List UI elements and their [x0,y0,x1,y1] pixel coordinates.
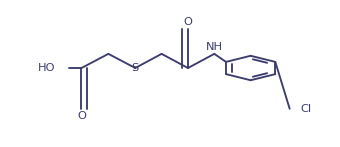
Text: O: O [184,17,192,27]
Text: O: O [77,111,86,121]
Text: Cl: Cl [300,104,311,114]
Text: NH: NH [206,42,223,52]
Text: S: S [132,63,139,73]
Text: HO: HO [38,63,56,73]
